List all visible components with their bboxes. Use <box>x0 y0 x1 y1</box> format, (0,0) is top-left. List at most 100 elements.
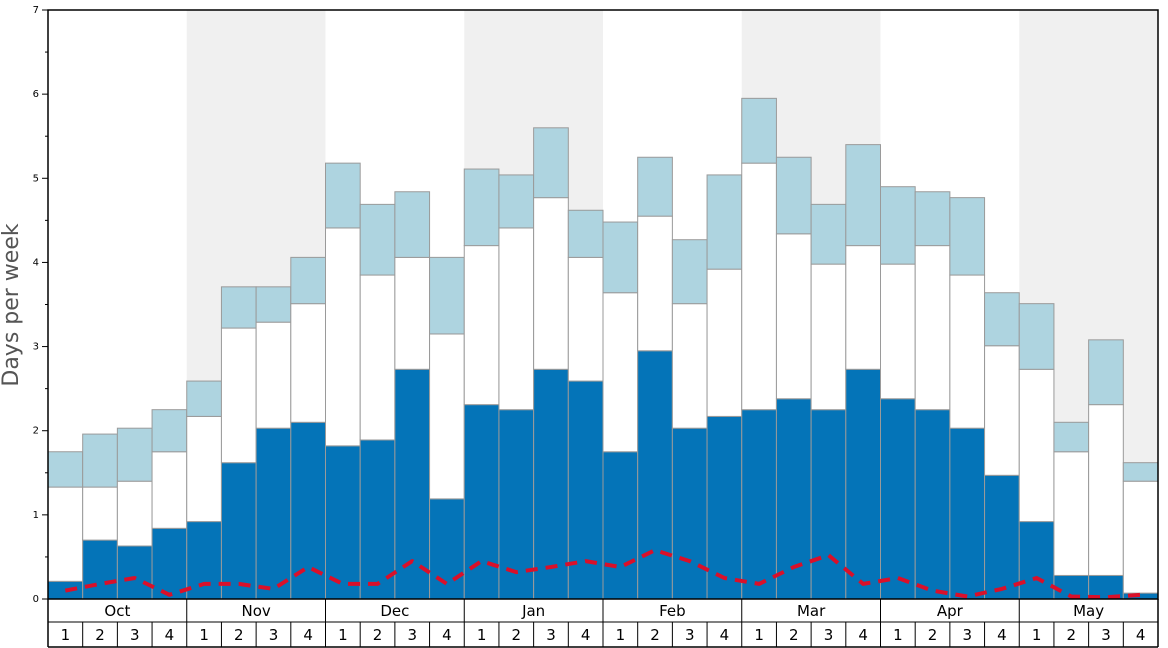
y-tick-label: 4 <box>33 257 39 268</box>
x-tick-label: 3 <box>824 626 834 644</box>
bar-segment <box>359 203 396 276</box>
bar-segment <box>914 409 951 600</box>
bar-segment <box>255 427 292 600</box>
x-tick-label: 1 <box>1032 626 1042 644</box>
bar-segment <box>82 539 118 600</box>
x-tick-label: 4 <box>720 626 730 644</box>
x-tick-label: 2 <box>650 626 660 644</box>
bar-segment <box>741 162 777 411</box>
x-tick-label: 1 <box>477 626 487 644</box>
bar-segment <box>82 486 118 541</box>
x-tick-label: 2 <box>928 626 938 644</box>
x-tick-label: 4 <box>442 626 452 644</box>
x-tick-label: 4 <box>858 626 868 644</box>
bar-segment <box>1088 404 1124 576</box>
month-label: Dec <box>380 602 409 620</box>
x-tick-label: 4 <box>165 626 175 644</box>
x-tick-label: 1 <box>616 626 626 644</box>
bar-segment <box>1122 462 1159 482</box>
bar-segment <box>671 427 708 600</box>
bar-segment <box>810 203 847 265</box>
bar-segment <box>463 168 500 247</box>
bar-segment <box>359 439 396 600</box>
bar-segment <box>984 474 1020 600</box>
bar-segment <box>1018 368 1055 523</box>
bar-segment <box>220 327 257 464</box>
bar-segment <box>463 245 500 406</box>
bar-segment <box>567 256 604 382</box>
bar-segment <box>151 409 188 453</box>
bar-segment <box>47 451 84 488</box>
x-tick-label: 3 <box>1101 626 1111 644</box>
bar-segment <box>429 333 465 500</box>
x-tick-label: 3 <box>130 626 140 644</box>
bar-segment <box>567 209 604 258</box>
bar-segment <box>637 215 673 352</box>
bar-segment <box>1018 303 1055 370</box>
month-label: Apr <box>937 602 964 620</box>
bar-segment <box>82 433 118 488</box>
bar-segment <box>984 345 1020 476</box>
bar-segment <box>810 263 847 411</box>
x-tick-label: 3 <box>546 626 556 644</box>
bar-segment <box>880 186 916 265</box>
bar-segment <box>463 404 500 600</box>
x-tick-label: 1 <box>199 626 209 644</box>
y-tick-label: 7 <box>33 5 39 16</box>
bar-segment <box>116 427 153 482</box>
x-tick-label: 1 <box>338 626 348 644</box>
bar-segment <box>498 174 535 229</box>
bar-segment <box>845 245 881 370</box>
bar-segment <box>949 274 986 429</box>
bar-segment <box>533 127 569 199</box>
bar-segment <box>880 263 916 400</box>
x-tick-label: 2 <box>512 626 522 644</box>
bar-segment <box>151 451 188 529</box>
y-tick-label: 2 <box>33 426 39 437</box>
bar-segment <box>47 486 84 582</box>
bar-segment <box>741 409 777 600</box>
x-tick-label: 2 <box>1067 626 1077 644</box>
month-label: Feb <box>659 602 686 620</box>
bar-segment <box>775 156 812 235</box>
bar-segment <box>671 303 708 429</box>
bar-segment <box>255 286 292 323</box>
y-tick-label: 0 <box>33 594 39 605</box>
bar-segment <box>602 221 639 294</box>
bar-segment <box>671 239 708 305</box>
trend-line <box>64 548 1141 600</box>
bar-segment <box>394 256 431 370</box>
bar-segment <box>845 368 881 600</box>
month-label: Oct <box>104 602 130 620</box>
x-tick-label: 3 <box>962 626 972 644</box>
y-axis-label: Days per week <box>0 223 24 386</box>
bar-segment <box>706 268 743 417</box>
bar-segment <box>220 462 257 600</box>
bar-segment <box>255 321 292 429</box>
bar-segment <box>567 380 604 600</box>
x-tick-label: 4 <box>997 626 1007 644</box>
bar-segment <box>706 415 743 600</box>
bar-segment <box>116 545 153 600</box>
bar-segment <box>845 144 881 247</box>
month-label: Jan <box>521 602 545 620</box>
bar-segment <box>949 197 986 276</box>
x-tick-label: 4 <box>581 626 591 644</box>
y-tick-label: 1 <box>33 510 39 521</box>
bar-segment <box>880 398 916 600</box>
bar-segment <box>498 227 535 411</box>
bar-segment <box>220 286 257 329</box>
bar-segment <box>290 303 326 423</box>
bar-segment <box>914 191 951 247</box>
bar-segment <box>1122 480 1159 594</box>
bar-segment <box>602 292 639 453</box>
bar-segment <box>1018 521 1055 600</box>
y-tick-label: 6 <box>33 89 39 100</box>
bar-segment <box>186 415 222 523</box>
bar-segment <box>1053 451 1090 576</box>
bar-segment <box>325 227 361 447</box>
bar-segment <box>984 292 1020 347</box>
bar-segment <box>290 256 326 305</box>
bar-segment <box>394 191 431 258</box>
